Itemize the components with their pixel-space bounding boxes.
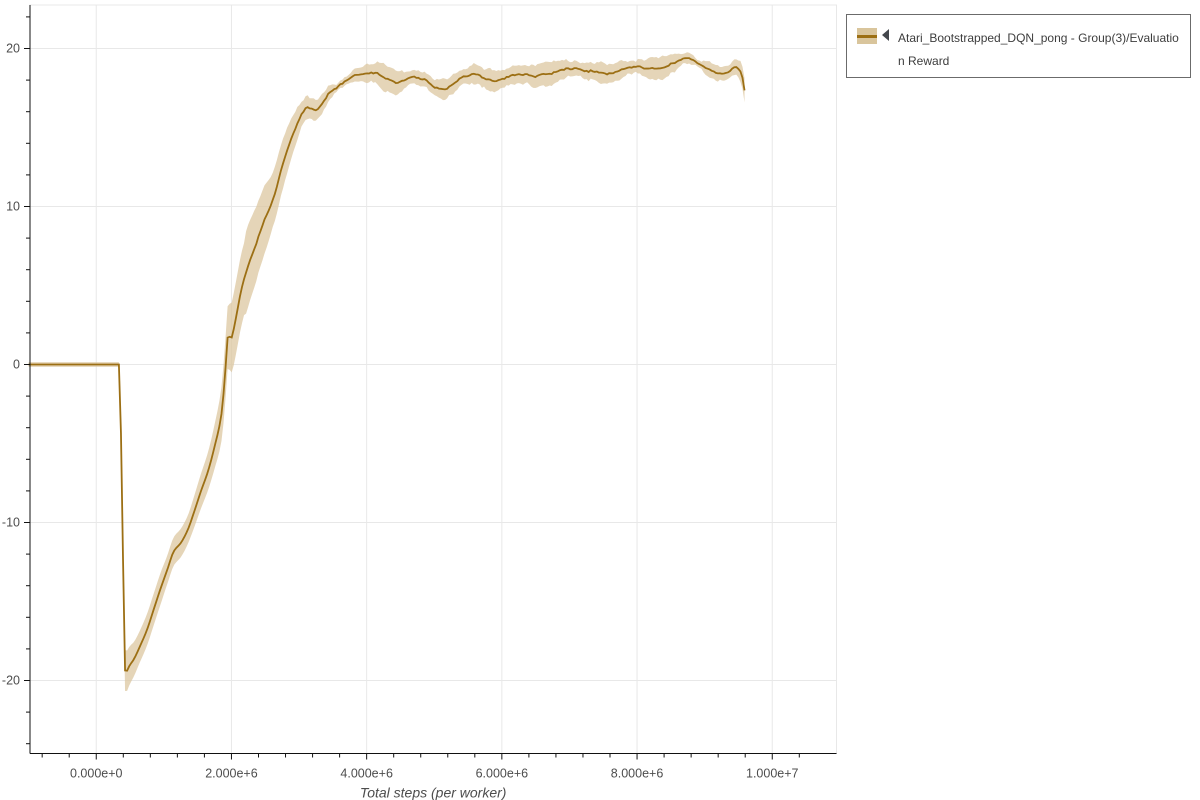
svg-text:10: 10 [6, 200, 20, 214]
svg-text:6.000e+6: 6.000e+6 [476, 767, 529, 781]
svg-text:-20: -20 [2, 674, 20, 688]
svg-text:20: 20 [6, 42, 20, 56]
svg-text:2.000e+6: 2.000e+6 [205, 767, 258, 781]
svg-text:8.000e+6: 8.000e+6 [611, 767, 664, 781]
svg-text:0.000e+0: 0.000e+0 [70, 767, 123, 781]
svg-text:-10: -10 [2, 516, 20, 530]
svg-text:0: 0 [13, 358, 20, 372]
svg-text:Total steps (per worker): Total steps (per worker) [360, 785, 507, 800]
svg-text:4.000e+6: 4.000e+6 [340, 767, 393, 781]
svg-text:1.000e+7: 1.000e+7 [746, 767, 799, 781]
